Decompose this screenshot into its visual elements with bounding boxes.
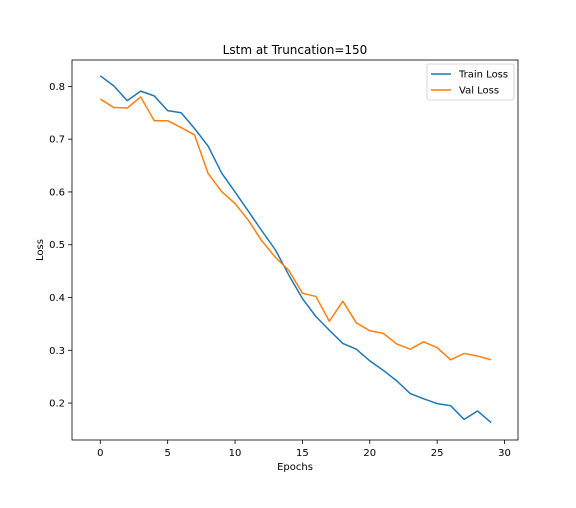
y-axis-title: Loss [35,239,46,261]
chart-title: Lstm at Truncation=150 [223,43,368,57]
y-tick-label: 0.2 [49,399,65,410]
x-axis-ticks: 0 5 10 15 20 25 30 [97,440,511,459]
plot-frame [71,59,519,441]
y-tick-label: 0.5 [49,240,65,251]
y-tick-label: 0.7 [49,135,65,146]
x-tick-label: 25 [431,448,444,459]
y-tick-label: 0.8 [49,82,65,93]
x-tick-label: 5 [164,448,170,459]
x-axis-title: Epochs [277,462,313,473]
x-tick-label: 15 [296,448,309,459]
x-tick-label: 30 [498,448,511,459]
x-tick-label: 0 [97,448,103,459]
series-line-val-loss [99,96,492,361]
x-tick-label: 20 [363,448,376,459]
legend-box [426,63,515,101]
y-axis-ticks: 0.2 0.3 0.4 0.5 0.6 0.7 0.8 [49,82,72,410]
series-line-train-loss [99,75,492,424]
y-tick-label: 0.6 [49,187,65,198]
y-tick-label: 0.3 [49,346,65,357]
x-tick-label: 10 [229,448,242,459]
legend: Train Loss Val Loss [426,63,515,101]
legend-label-val-loss: Val Loss [459,86,499,97]
series-layer [99,75,492,424]
y-tick-label: 0.4 [49,293,65,304]
legend-label-train-loss: Train Loss [458,70,508,81]
